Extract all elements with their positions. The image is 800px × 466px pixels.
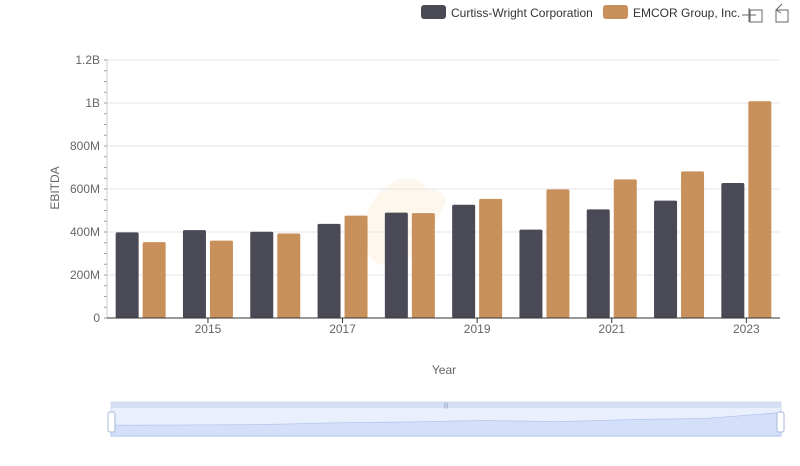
legend-label-emcor: EMCOR Group, Inc. bbox=[633, 6, 740, 20]
y-tick-label: 1B bbox=[85, 96, 100, 110]
bar-curtiss-wright-2018[interactable] bbox=[384, 212, 408, 318]
bars-group bbox=[115, 101, 772, 318]
bar-curtiss-wright-2020[interactable] bbox=[519, 229, 543, 318]
legend-item-emcor[interactable]: EMCOR Group, Inc. bbox=[603, 5, 740, 20]
y-tick-label: 0 bbox=[93, 311, 100, 325]
y-axis: 0 200M 400M 600M 800M 1B 1.2B bbox=[70, 53, 108, 325]
zoom-slider-top-bar[interactable] bbox=[111, 402, 781, 408]
bar-curtiss-wright-2023[interactable] bbox=[721, 182, 745, 318]
bar-emcor-2020[interactable] bbox=[546, 189, 570, 318]
zoom-slider[interactable]: ||| bbox=[107, 401, 785, 437]
x-axis: 2015 2017 2019 2021 2023 bbox=[107, 317, 780, 336]
x-tick-label: 2015 bbox=[195, 322, 222, 336]
bar-emcor-2017[interactable] bbox=[344, 215, 368, 318]
legend-label-curtiss-wright: Curtiss-Wright Corporation bbox=[451, 6, 593, 20]
x-tick-label: 2023 bbox=[733, 322, 760, 336]
bar-emcor-2023[interactable] bbox=[748, 101, 772, 318]
legend-swatch-curtiss-wright bbox=[421, 5, 446, 19]
zoom-slider-selection[interactable] bbox=[111, 408, 781, 436]
zoom-area-icon[interactable] bbox=[742, 8, 763, 23]
x-axis-title: Year bbox=[432, 363, 456, 377]
bar-curtiss-wright-2014[interactable] bbox=[115, 232, 139, 318]
y-tick-label: 200M bbox=[70, 268, 100, 282]
x-tick-label: 2019 bbox=[464, 322, 491, 336]
bar-emcor-2021[interactable] bbox=[613, 179, 637, 318]
y-axis-title: EBITDA bbox=[48, 166, 62, 209]
restore-icon[interactable] bbox=[775, 3, 789, 23]
x-tick-label: 2017 bbox=[329, 322, 356, 336]
y-tick-label: 400M bbox=[70, 225, 100, 239]
zoom-slider-handle-left[interactable] bbox=[107, 411, 116, 433]
legend-swatch-emcor bbox=[603, 5, 628, 19]
legend-item-curtiss-wright[interactable]: Curtiss-Wright Corporation bbox=[421, 5, 593, 20]
bar-curtiss-wright-2015[interactable] bbox=[182, 230, 206, 318]
bar-emcor-2018[interactable] bbox=[411, 213, 435, 318]
y-tick-label: 1.2B bbox=[75, 53, 100, 67]
y-tick-label: 600M bbox=[70, 182, 100, 196]
y-tick-label: 800M bbox=[70, 139, 100, 153]
legend: Curtiss-Wright Corporation EMCOR Group, … bbox=[421, 5, 740, 20]
grid-lines bbox=[107, 59, 780, 276]
bar-emcor-2019[interactable] bbox=[479, 198, 503, 318]
bar-emcor-2022[interactable] bbox=[681, 171, 705, 318]
bar-curtiss-wright-2016[interactable] bbox=[250, 231, 274, 318]
bar-emcor-2014[interactable] bbox=[142, 242, 166, 318]
x-tick-label: 2021 bbox=[598, 322, 625, 336]
bar-emcor-2015[interactable] bbox=[209, 240, 233, 318]
bar-curtiss-wright-2022[interactable] bbox=[654, 200, 678, 318]
bar-emcor-2016[interactable] bbox=[277, 233, 301, 318]
bar-curtiss-wright-2021[interactable] bbox=[586, 209, 610, 318]
zoom-slider-handle-right[interactable] bbox=[776, 411, 785, 433]
zoom-slider-grip-icon: ||| bbox=[444, 403, 449, 409]
bar-curtiss-wright-2017[interactable] bbox=[317, 223, 341, 318]
bar-curtiss-wright-2019[interactable] bbox=[452, 204, 476, 318]
